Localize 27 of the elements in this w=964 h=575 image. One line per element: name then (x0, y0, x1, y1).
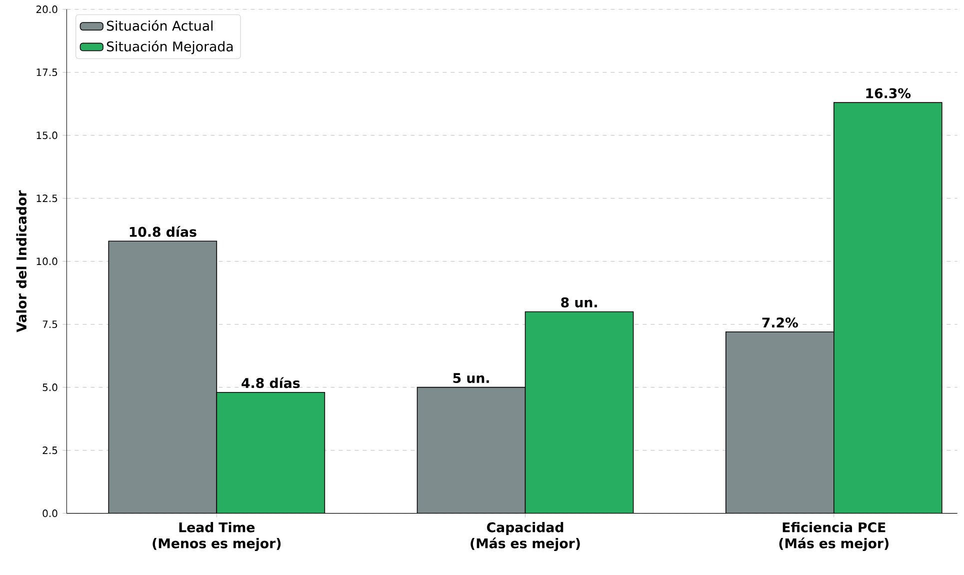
y-tick-label: 0.0 (42, 510, 58, 518)
y-tick-label: 20.0 (36, 6, 58, 14)
y-tick-label: 5.0 (42, 384, 58, 392)
y-tick-label: 10.0 (36, 258, 58, 266)
data-label: 5 un. (453, 373, 489, 384)
bar (833, 102, 942, 514)
bar (108, 240, 218, 514)
x-tick-label: Lead Time (Menos es mejor) (152, 522, 281, 552)
bar (216, 392, 326, 514)
legend-label: Situación Mejorada (106, 40, 233, 54)
data-label: 16.3% (866, 88, 911, 98)
y-tick-label: 2.5 (42, 446, 58, 454)
y-tick-label: 17.5 (36, 68, 58, 76)
bar (725, 332, 834, 514)
y-tick-label: 7.5 (42, 320, 58, 328)
bar (524, 312, 634, 514)
y-tick-label: 12.5 (36, 194, 58, 202)
data-label: 4.8 días (242, 377, 300, 388)
x-tick-label: Capacidad (Más es mejor) (470, 522, 580, 552)
y-axis-title: Valor del Indicador (16, 190, 27, 332)
data-label: 10.8 días (130, 226, 196, 238)
legend-label: Situación Actual (106, 20, 213, 31)
x-tick-label: Eficiencia PCE (Más es mejor) (779, 522, 888, 552)
data-label: 8 un. (561, 298, 597, 308)
data-label: 7.2% (762, 318, 798, 328)
y-tick-label: 15.0 (36, 132, 58, 140)
bar (416, 387, 526, 514)
